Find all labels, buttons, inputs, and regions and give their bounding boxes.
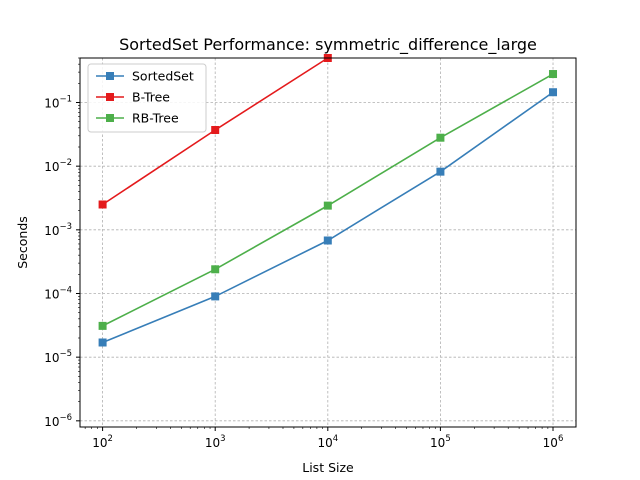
- x-tick-label: 103: [205, 434, 226, 450]
- legend-entry: RB-Tree: [96, 111, 179, 126]
- y-axis-label: Seconds: [15, 216, 30, 269]
- x-tick-label: 105: [430, 434, 451, 450]
- y-tick-label: 10−6: [44, 413, 72, 429]
- grid: [80, 58, 576, 427]
- chart-title: SortedSet Performance: symmetric_differe…: [119, 35, 537, 55]
- legend-label: B-Tree: [132, 90, 170, 105]
- y-tick-label: 10−2: [44, 158, 72, 174]
- y-tick-label: 10−1: [44, 95, 72, 111]
- x-tick-label: 102: [92, 434, 113, 450]
- data-point: [211, 125, 220, 134]
- data-point: [549, 70, 558, 79]
- legend-marker: [106, 93, 114, 101]
- x-tick-label: 106: [543, 434, 564, 450]
- y-tick-label: 10−4: [44, 285, 72, 301]
- series-rb-tree: [98, 70, 558, 330]
- legend-box: [87, 63, 207, 133]
- legend-marker: [106, 114, 114, 122]
- legend-label: SortedSet: [132, 69, 194, 84]
- data-point: [436, 133, 445, 142]
- plot-area: [98, 54, 558, 347]
- data-point: [323, 236, 332, 245]
- data-point: [323, 201, 332, 210]
- legend-entry: SortedSet: [96, 69, 194, 84]
- data-point: [98, 200, 107, 209]
- x-axis-label: List Size: [302, 460, 354, 475]
- axis-ticks: 102 103 104 105 106 10−6 10−5 10−4 10−3 10−2 10−1: [44, 57, 564, 450]
- data-point: [98, 338, 107, 347]
- data-point: [211, 292, 220, 301]
- legend-entry: B-Tree: [96, 90, 170, 105]
- data-point: [549, 88, 558, 97]
- x-tick-label: 104: [317, 434, 338, 450]
- legend-marker: [106, 72, 114, 80]
- y-tick-label: 10−5: [44, 349, 72, 365]
- legend-label: RB-Tree: [132, 111, 179, 126]
- legend: SortedSet B-Tree RB-Tree: [87, 63, 207, 133]
- data-point: [211, 265, 220, 274]
- data-point: [436, 167, 445, 176]
- y-tick-label: 10−3: [44, 222, 72, 238]
- series-sortedset: [98, 88, 558, 347]
- data-point: [98, 321, 107, 330]
